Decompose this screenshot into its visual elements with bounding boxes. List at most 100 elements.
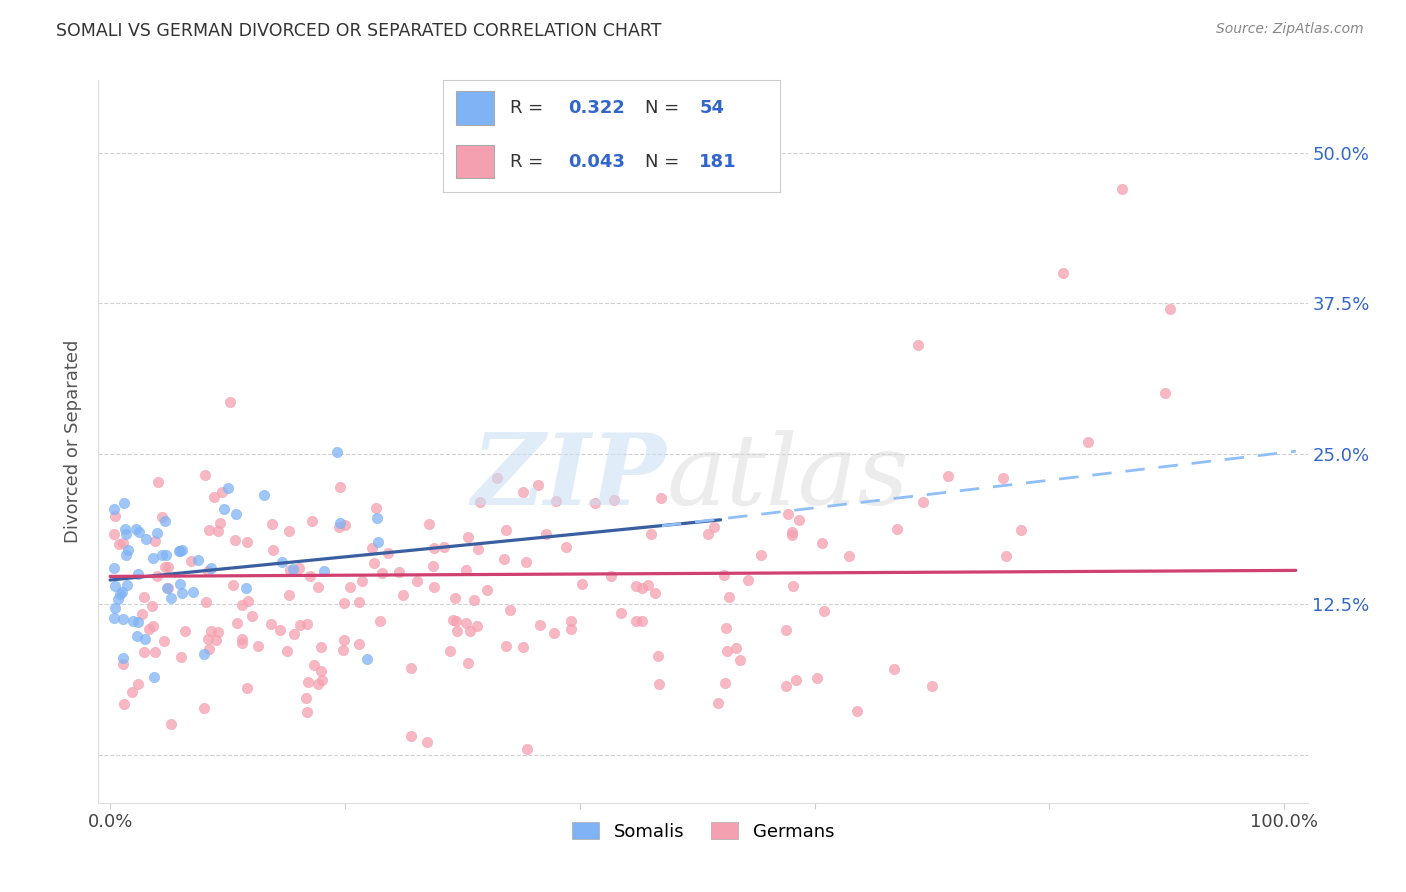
Point (333, 596, 356, 610)
Point (117, 542, 139, 557)
Point (463, 593, 485, 607)
Point (465, 619, 488, 633)
Point (200, 560, 222, 574)
Point (112, 657, 135, 671)
Text: SOMALI VS GERMAN DIVORCED OR SEPARATED CORRELATION CHART: SOMALI VS GERMAN DIVORCED OR SEPARATED C… (56, 22, 662, 40)
Point (512, 640, 534, 654)
Point (193, 647, 215, 661)
Point (311, 640, 333, 654)
Point (156, 559, 179, 574)
Point (187, 553, 209, 567)
Point (134, 632, 156, 646)
Point (145, 525, 167, 540)
FancyBboxPatch shape (457, 91, 494, 125)
Point (170, 650, 193, 665)
Text: 181: 181 (699, 153, 737, 170)
Point (603, 492, 626, 507)
Point (298, 569, 321, 583)
Point (714, 676, 737, 690)
Point (141, 599, 163, 614)
Point (217, 481, 239, 495)
Point (644, 585, 666, 599)
Point (224, 533, 246, 548)
Point (236, 534, 259, 549)
Point (347, 595, 370, 609)
Point (195, 595, 218, 609)
Point (150, 510, 173, 524)
Point (780, 528, 803, 542)
Point (108, 537, 131, 551)
Text: atlas: atlas (666, 430, 910, 525)
Point (696, 526, 718, 541)
Point (516, 742, 538, 756)
Point (114, 549, 136, 563)
Point (610, 606, 633, 620)
Point (1052, 266, 1074, 280)
Point (271, 555, 294, 569)
Point (329, 480, 352, 494)
Point (347, 637, 370, 651)
Text: N =: N = (645, 99, 685, 117)
Point (146, 569, 169, 583)
Point (458, 624, 481, 639)
FancyBboxPatch shape (457, 145, 494, 178)
Point (160, 717, 183, 731)
Point (737, 573, 759, 587)
Point (326, 445, 349, 459)
Point (142, 619, 165, 633)
Point (240, 608, 263, 623)
Point (288, 618, 311, 632)
Point (707, 697, 730, 711)
Point (1153, 386, 1175, 401)
Point (180, 554, 202, 568)
Point (600, 569, 623, 583)
Point (156, 581, 179, 595)
Point (1111, 182, 1133, 196)
Point (181, 584, 204, 599)
Point (994, 549, 1017, 563)
Point (536, 526, 558, 541)
Point (302, 657, 325, 672)
Point (418, 517, 440, 532)
Point (457, 530, 479, 544)
Point (846, 704, 869, 718)
Point (226, 616, 249, 631)
Point (197, 564, 219, 578)
Point (278, 588, 301, 602)
Point (235, 581, 257, 595)
Point (114, 527, 136, 541)
Point (921, 679, 943, 693)
Point (486, 471, 509, 485)
Point (806, 671, 828, 685)
Point (314, 564, 336, 578)
Text: 0.322: 0.322 (568, 99, 624, 117)
Point (155, 549, 177, 563)
Point (114, 522, 136, 536)
Point (156, 581, 179, 595)
Point (307, 580, 329, 594)
Point (307, 677, 329, 691)
Point (912, 494, 935, 508)
Y-axis label: Divorced or Separated: Divorced or Separated (65, 340, 83, 543)
Point (125, 629, 148, 643)
Point (728, 653, 751, 667)
Point (107, 591, 129, 606)
Point (560, 622, 582, 636)
Text: R =: R = (510, 99, 550, 117)
Text: ZIP: ZIP (472, 429, 666, 526)
Point (647, 648, 669, 663)
Point (142, 551, 165, 566)
Point (132, 591, 155, 605)
Point (370, 566, 392, 580)
Point (104, 600, 127, 615)
Point (392, 588, 415, 602)
Point (202, 491, 225, 505)
Point (104, 579, 127, 593)
Point (630, 582, 652, 596)
Point (637, 578, 659, 592)
Point (363, 556, 385, 570)
Point (104, 508, 127, 523)
Point (703, 519, 725, 533)
Point (209, 516, 232, 531)
Point (231, 636, 253, 650)
